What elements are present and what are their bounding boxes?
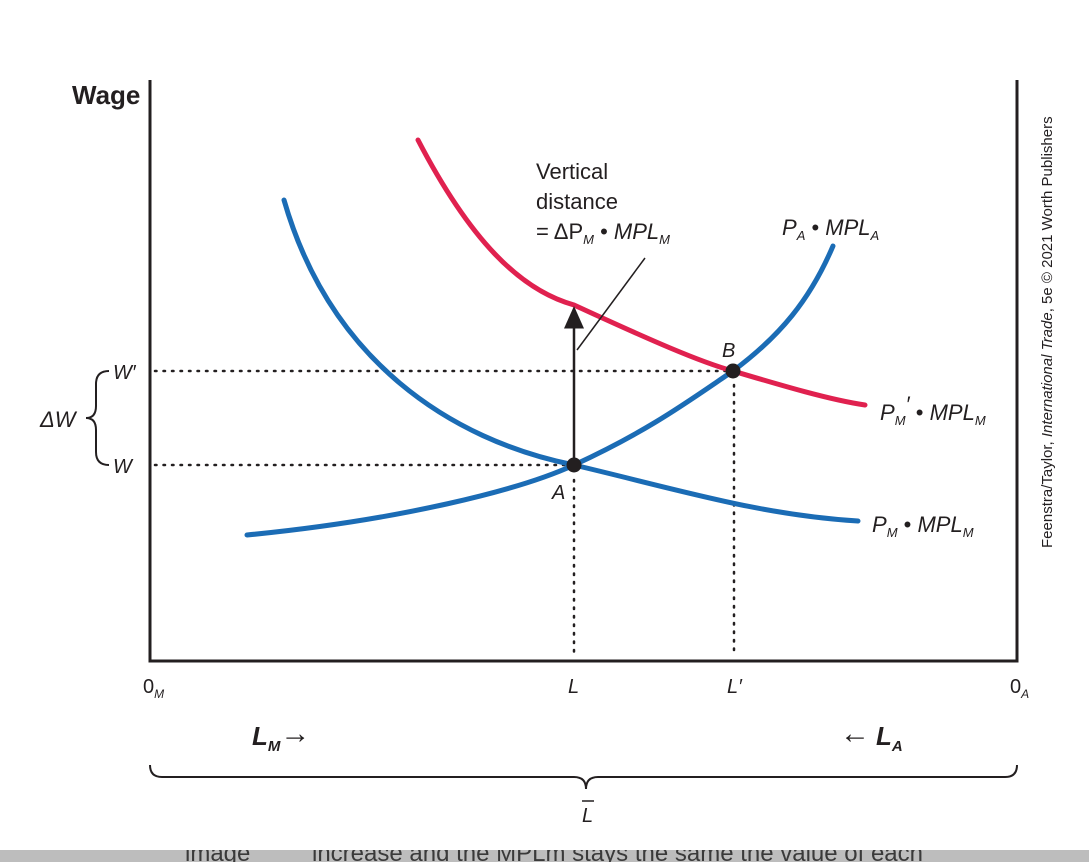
pa-mpla-label: PA • MPLA — [782, 215, 879, 243]
y-axis-title: Wage — [72, 80, 140, 110]
origin-left-label: 0M — [143, 676, 164, 701]
point-b-label: B — [722, 340, 735, 362]
w-label: W — [113, 456, 134, 478]
cropped-caption-strip: image increase and the MPLm stays the sa… — [0, 850, 1089, 862]
la-direction-label: ← LA — [840, 717, 903, 755]
annotation-leader-line — [576, 257, 646, 351]
origin-right-label: 0A — [1010, 676, 1029, 701]
point-b-marker — [725, 363, 741, 379]
w-prime-label: W′ — [113, 362, 137, 384]
delta-w-label: ΔW — [39, 407, 78, 432]
caption-fragment-left: image — [185, 850, 250, 862]
delta-w-brace — [85, 370, 110, 466]
pm-mplm-curve — [281, 197, 861, 524]
lm-direction-label: LM→ — [252, 717, 310, 755]
total-labor-label: L — [582, 805, 593, 827]
annotation-line-1: Vertical — [536, 159, 608, 184]
total-labor-brace — [149, 764, 1018, 790]
point-a-label: A — [551, 482, 565, 504]
tick-l-prime-label: L′ — [727, 676, 743, 698]
pm-mplm-label: PM • MPLM — [872, 512, 974, 540]
pm-prime-mplm-label: PM′ • MPLM — [880, 392, 986, 428]
publisher-credit: Feenstra/Taylor, International Trade, 5e… — [1039, 116, 1056, 548]
point-a-marker — [566, 457, 582, 473]
annotation-line-2: distance — [536, 189, 618, 214]
caption-fragment-right: increase and the MPLm stays the same the… — [312, 850, 923, 862]
tick-l-label: L — [568, 676, 579, 698]
pm-prime-mplm-curve — [415, 137, 868, 408]
annotation-line-3: = ΔPM • MPLM — [536, 219, 670, 247]
pa-mpla-curve — [244, 243, 836, 538]
